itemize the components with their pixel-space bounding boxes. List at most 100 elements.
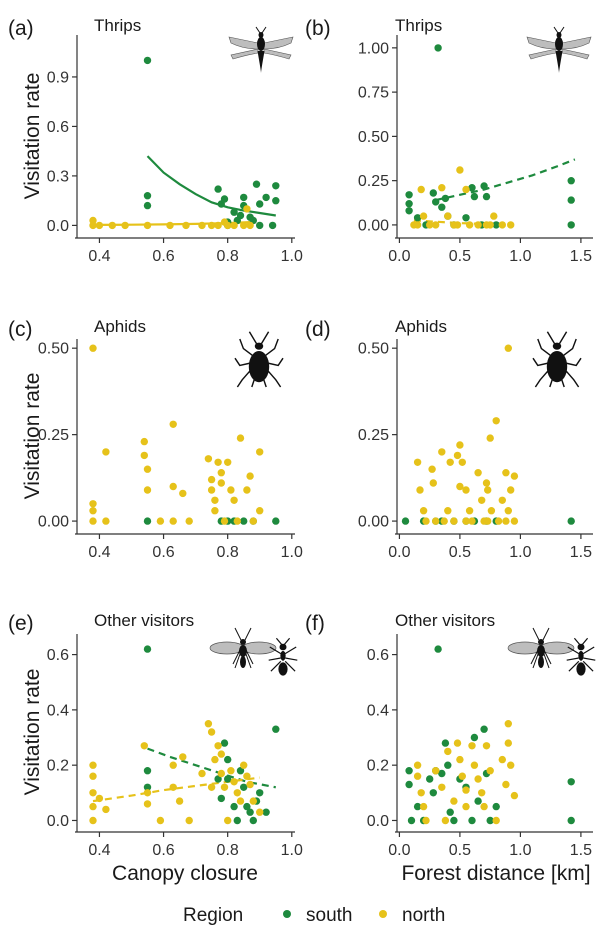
data-point-south: [252, 180, 261, 188]
data-point-north: [246, 780, 254, 789]
panel-letter: (e): [8, 612, 34, 635]
data-point-north: [490, 212, 498, 220]
wing-right: [561, 36, 592, 50]
data-point-north: [486, 221, 494, 229]
data-point-north: [95, 221, 104, 230]
data-point-south: [240, 517, 248, 525]
data-point-north: [432, 767, 440, 775]
data-point-north: [169, 420, 177, 428]
data-point-north: [211, 755, 219, 764]
x-tick-label: 0.6: [152, 842, 174, 859]
thorax: [578, 650, 584, 661]
data-point-north: [207, 783, 216, 791]
data-point-north: [220, 783, 229, 791]
abdomen: [240, 656, 246, 668]
y-axis-label: Visitation rate: [21, 669, 44, 796]
data-point-north: [89, 789, 97, 797]
data-point-south: [230, 208, 238, 216]
data-point-south: [214, 185, 222, 193]
data-point-north: [453, 451, 462, 460]
data-point-north: [502, 780, 510, 789]
data-point-north: [474, 221, 482, 229]
y-tick-label: 0.75: [358, 85, 389, 102]
abdomen: [555, 51, 563, 73]
head: [577, 643, 585, 651]
data-point-north: [230, 778, 238, 786]
legs: [232, 627, 254, 669]
data-point-north: [169, 783, 177, 791]
panel-title: Thrips: [395, 16, 442, 35]
data-point-north: [211, 496, 219, 504]
data-point-north: [474, 775, 482, 783]
data-point-south: [468, 184, 476, 192]
antennae: [255, 26, 267, 34]
wing-right: [263, 36, 294, 50]
data-point-north: [507, 761, 515, 769]
data-point-north: [224, 221, 232, 230]
data-point-north: [458, 458, 466, 466]
data-point-north: [429, 479, 437, 487]
data-point-north: [413, 458, 422, 466]
data-point-north: [480, 802, 488, 811]
y-axis-label: Visitation rate: [21, 73, 44, 200]
data-point-north: [510, 791, 519, 800]
data-point-north: [444, 212, 452, 220]
fit-line-north: [92, 776, 260, 803]
y-tick-label: 0.25: [358, 173, 389, 190]
x-tick-label: 1.0: [509, 544, 531, 561]
wing-left: [228, 36, 259, 50]
data-point-north: [504, 507, 512, 515]
data-point-south: [407, 816, 416, 825]
data-point-north: [236, 797, 245, 805]
data-point-north: [450, 517, 458, 525]
x-tick-label: 0.5: [449, 248, 471, 265]
data-point-north: [422, 517, 430, 525]
data-point-north: [468, 517, 476, 525]
data-point-north: [507, 221, 515, 229]
data-point-north: [416, 486, 424, 494]
legend: Region south north: [183, 905, 445, 926]
panel-title: Aphids: [94, 317, 146, 336]
chart-panel-1: (b) Thrips 0.00 0.25 0.50 0.75 1.00 0.0 0.5 1.0 1.…: [305, 16, 593, 265]
data-point-north: [462, 517, 470, 525]
data-point-north: [204, 720, 213, 728]
data-point-north: [510, 517, 519, 525]
head: [254, 342, 264, 350]
data-point-north: [465, 221, 474, 229]
data-point-north: [89, 507, 97, 515]
data-point-south: [567, 816, 575, 825]
data-point-north: [227, 486, 235, 494]
data-point-south: [468, 816, 476, 825]
data-point-north: [198, 221, 206, 230]
data-point-north: [175, 797, 184, 805]
data-point-south: [444, 761, 452, 769]
x-tick-label: 1.0: [281, 842, 303, 859]
data-point-north: [456, 441, 464, 449]
x-tick-label: 0.6: [152, 248, 174, 265]
gaster: [576, 662, 586, 676]
data-point-north: [182, 221, 190, 230]
data-point-north: [462, 185, 470, 194]
data-point-north: [426, 221, 434, 229]
data-point-north: [185, 517, 193, 525]
data-point-north: [217, 769, 225, 778]
x-tick-label: 1.5: [570, 842, 592, 859]
data-point-north: [432, 517, 440, 525]
data-point-north: [240, 221, 248, 230]
data-point-north: [243, 486, 251, 494]
data-point-north: [211, 507, 219, 515]
body: [248, 351, 270, 383]
data-point-north: [482, 479, 491, 487]
x-tick-label: 0.4: [88, 842, 110, 859]
x-axis-label-distance: Forest distance [km]: [401, 862, 590, 885]
y-tick-label: 0.00: [358, 514, 389, 531]
data-point-north: [230, 221, 238, 230]
head: [279, 643, 287, 651]
legs: [566, 637, 596, 672]
data-point-north: [444, 507, 452, 515]
data-point-south: [426, 775, 434, 783]
y-tick-label: 0.50: [38, 341, 69, 358]
chart-panel-5: (f) Other visitors 0.0 0.2 0.4 0.6 0.0 0.5 1.0 1.…: [305, 611, 596, 859]
data-point-south: [567, 177, 575, 185]
